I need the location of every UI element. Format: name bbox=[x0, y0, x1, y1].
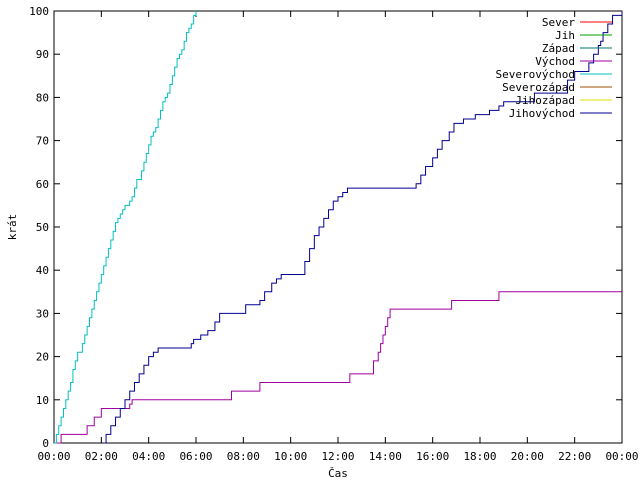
legend-label: Severovýchod bbox=[496, 68, 575, 81]
y-tick-label: 30 bbox=[36, 307, 49, 320]
series-line-Jihovýchod bbox=[103, 11, 623, 444]
x-tick-label: 00:00 bbox=[605, 450, 638, 463]
legend-label: Sever bbox=[542, 16, 575, 29]
x-tick-label: 02:00 bbox=[85, 450, 118, 463]
y-axis-label: krát bbox=[6, 214, 19, 241]
legend-label: Východ bbox=[535, 55, 575, 68]
x-tick-label: 04:00 bbox=[132, 450, 165, 463]
series-line-Východ bbox=[54, 291, 622, 444]
x-tick-label: 06:00 bbox=[179, 450, 212, 463]
legend: SeverJihZápadVýchodSeverovýchodSeverozáp… bbox=[496, 16, 612, 120]
x-axis-label: Čas bbox=[328, 467, 348, 480]
legend-label: Severozápad bbox=[502, 81, 575, 94]
y-tick-label: 90 bbox=[36, 48, 49, 61]
x-tick-label: 08:00 bbox=[227, 450, 260, 463]
x-tick-label: 22:00 bbox=[558, 450, 591, 463]
legend-label: Jihozápad bbox=[515, 94, 575, 107]
y-tick-label: 80 bbox=[36, 91, 49, 104]
y-tick-label: 10 bbox=[36, 394, 49, 407]
y-tick-label: 40 bbox=[36, 264, 49, 277]
x-tick-label: 18:00 bbox=[463, 450, 496, 463]
legend-label: Jihovýchod bbox=[509, 107, 575, 120]
series-line-Severovýchod bbox=[54, 11, 197, 444]
x-tick-label: 10:00 bbox=[274, 450, 307, 463]
legend-label: Západ bbox=[542, 42, 575, 55]
y-tick-label: 0 bbox=[42, 437, 49, 450]
x-tick-label: 00:00 bbox=[37, 450, 70, 463]
y-axis: 0 10 20 30 40 50 60 70 80 90 100 bbox=[29, 5, 622, 450]
y-tick-label: 60 bbox=[36, 178, 49, 191]
y-tick-label: 20 bbox=[36, 351, 49, 364]
series-lines bbox=[54, 11, 623, 444]
y-tick-label: 100 bbox=[29, 5, 49, 18]
x-axis: 00:00 02:00 04:00 06:00 08:00 10:00 12:00 14:00… bbox=[37, 11, 639, 463]
y-tick-label: 50 bbox=[36, 221, 49, 234]
x-tick-label: 14:00 bbox=[369, 450, 402, 463]
x-tick-label: 20:00 bbox=[511, 450, 544, 463]
legend-label: Jih bbox=[555, 29, 575, 42]
x-tick-label: 12:00 bbox=[321, 450, 354, 463]
x-tick-label: 16:00 bbox=[416, 450, 449, 463]
y-tick-label: 70 bbox=[36, 135, 49, 148]
